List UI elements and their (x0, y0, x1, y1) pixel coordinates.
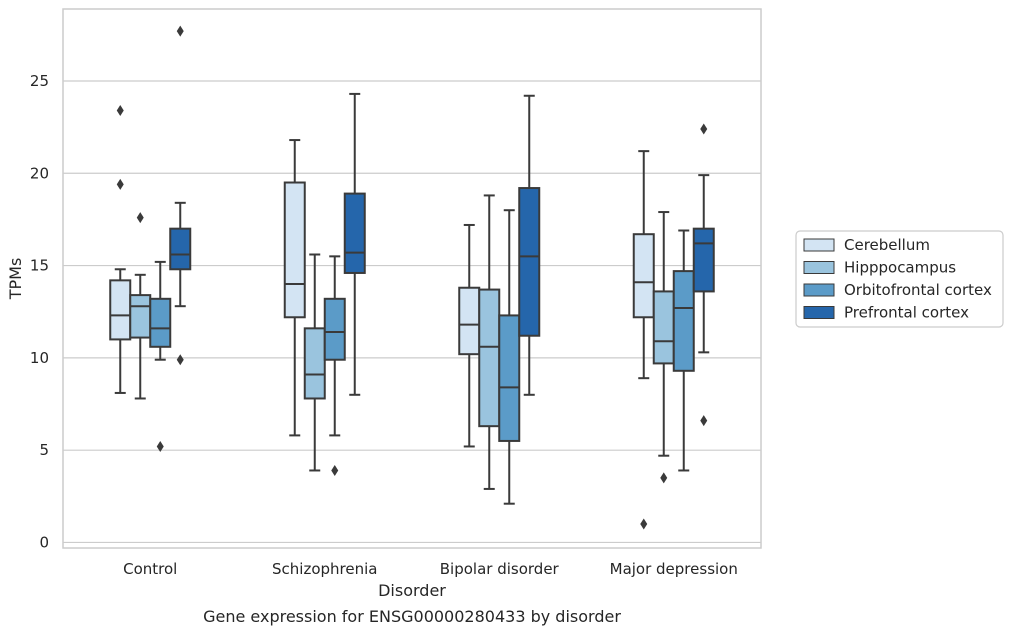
legend-box (795, 230, 1004, 328)
legend-label: Hipppocampus (844, 259, 956, 277)
box-prefrontal-cortex (169, 25, 192, 366)
outlier-point (331, 464, 339, 476)
box-iqr (498, 314, 521, 442)
box-series (109, 25, 715, 530)
box-iqr (478, 288, 501, 428)
box-iqr (323, 297, 346, 361)
box-cerebellum (283, 139, 306, 437)
box-orbitofrontal-cortex (498, 209, 521, 505)
y-tick-label: 20 (30, 164, 49, 182)
box-hipppocampus (652, 211, 675, 484)
box-prefrontal-cortex (692, 123, 715, 427)
box-prefrontal-cortex (343, 92, 366, 396)
outlier-point (116, 105, 124, 117)
legend-swatch (803, 238, 835, 252)
box-iqr (303, 327, 326, 400)
outlier-point (136, 212, 144, 224)
x-axis-label: Disorder (378, 581, 446, 600)
box-iqr (458, 286, 481, 356)
x-tick-label: Control (123, 560, 177, 578)
box-iqr (169, 227, 192, 271)
outlier-point (176, 25, 184, 37)
y-tick-labels: 0 5 10 15 20 25 (30, 72, 49, 551)
box-cerebellum (632, 150, 655, 530)
box-iqr (672, 270, 695, 372)
legend-label: Prefrontal cortex (844, 304, 969, 322)
box-cerebellum (458, 223, 481, 448)
box-cerebellum (109, 105, 132, 394)
plot-frame (62, 8, 762, 549)
outlier-point (660, 472, 668, 484)
outlier-point (700, 415, 708, 427)
y-tick-label: 10 (30, 349, 49, 367)
x-tick-labels: Control Schizophrenia Bipolar disorder Majo… (123, 560, 738, 578)
box-iqr (109, 279, 132, 341)
legend: Cerebellum Hipppocampus Orbitofrontal cort… (795, 230, 1004, 328)
x-tick-label: Major depression (610, 560, 738, 578)
y-tick-label: 5 (39, 441, 49, 459)
x-tick-label: Schizophrenia (272, 560, 377, 578)
y-tick-label: 15 (30, 257, 49, 275)
box-orbitofrontal-cortex (672, 229, 695, 472)
legend-swatch (803, 306, 835, 319)
outlier-point (116, 178, 124, 190)
outlier-point (700, 123, 708, 135)
box-iqr (632, 233, 655, 319)
x-tick-label: Bipolar disorder (440, 560, 560, 578)
y-tick-label: 25 (30, 72, 49, 90)
chart-caption: Gene expression for ENSG00000280433 by d… (203, 607, 621, 626)
box-iqr (283, 181, 306, 319)
box-iqr (149, 297, 172, 348)
outlier-point (640, 518, 648, 530)
y-axis-label: TPMs (6, 258, 25, 301)
box-iqr (129, 294, 152, 339)
legend-swatch (803, 283, 835, 297)
box-hipppocampus (478, 194, 501, 490)
legend-label: Orbitofrontal cortex (844, 281, 992, 299)
legend-label: Cerebellum (844, 236, 930, 254)
outlier-point (156, 440, 164, 452)
box-hipppocampus (129, 212, 152, 400)
legend-swatch (803, 261, 835, 274)
box-iqr (692, 227, 715, 293)
box-prefrontal-cortex (518, 94, 541, 396)
outlier-point (176, 354, 184, 366)
box-orbitofrontal-cortex (323, 255, 346, 476)
box-iqr (343, 192, 366, 274)
box-iqr (518, 187, 541, 337)
box-orbitofrontal-cortex (149, 260, 172, 452)
box-hipppocampus (303, 253, 326, 472)
y-tick-label: 0 (39, 533, 49, 551)
box-iqr (652, 290, 675, 365)
